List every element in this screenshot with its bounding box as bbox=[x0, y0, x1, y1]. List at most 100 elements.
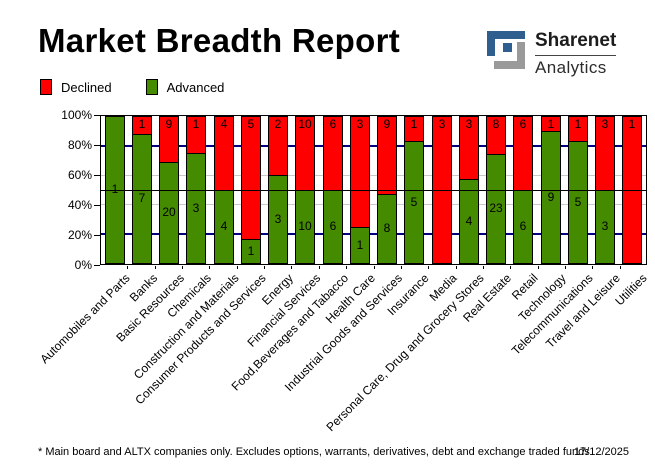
x-axis-tick bbox=[565, 266, 566, 269]
declined-count-label: 9 bbox=[383, 117, 391, 131]
declined-segment bbox=[186, 116, 206, 153]
x-axis-tick bbox=[319, 266, 320, 269]
y-axis-tick bbox=[94, 145, 100, 146]
bar-chemicals bbox=[186, 116, 206, 264]
x-axis-tick bbox=[209, 266, 210, 269]
declined-count-label: 1 bbox=[138, 117, 146, 131]
advanced-count-label: 9 bbox=[547, 190, 555, 204]
advanced-segment bbox=[377, 194, 397, 264]
x-axis-tick bbox=[155, 266, 156, 269]
sharenet-logo-icon bbox=[487, 31, 525, 69]
x-axis-tick bbox=[237, 266, 238, 269]
declined-segment bbox=[295, 116, 315, 190]
declined-count-label: 3 bbox=[356, 117, 364, 131]
y-axis-label: 20% bbox=[67, 228, 92, 242]
declined-segment bbox=[568, 116, 588, 141]
y-axis-label: 40% bbox=[67, 198, 92, 212]
advanced-segment bbox=[241, 239, 261, 264]
y-axis-label: 60% bbox=[67, 168, 92, 182]
advanced-count-label: 5 bbox=[410, 195, 418, 209]
declined-count-label: 2 bbox=[274, 117, 282, 131]
advanced-count-label: 1 bbox=[356, 238, 364, 252]
declined-count-label: 4 bbox=[220, 117, 228, 131]
y-axis-label: 100% bbox=[61, 108, 92, 122]
footnote: * Main board and ALTX companies only. Ex… bbox=[38, 446, 590, 458]
gridline-60 bbox=[101, 175, 646, 176]
x-axis-tick bbox=[264, 266, 265, 269]
declined-count-label: 1 bbox=[547, 117, 555, 131]
legend-advanced-swatch bbox=[145, 79, 158, 95]
advanced-count-label: 5 bbox=[574, 195, 582, 209]
declined-count-label: 6 bbox=[519, 117, 527, 131]
x-axis-tick bbox=[127, 266, 128, 269]
bar-travel-and-leisure bbox=[595, 116, 615, 264]
declined-segment bbox=[350, 116, 370, 227]
bar-consumer-products-and-services bbox=[241, 116, 261, 264]
advanced-count-label: 23 bbox=[489, 201, 503, 215]
x-axis-tick bbox=[483, 266, 484, 269]
y-axis-tick bbox=[94, 265, 100, 266]
bar-banks bbox=[132, 116, 152, 264]
declined-count-label: 9 bbox=[165, 117, 173, 131]
declined-segment bbox=[241, 116, 261, 239]
plot-area: 1 1 7 9 20 1 3 4 4 5 1 2 3 10 10 6 6 3 1 9 8 1 5 3 3 4 8 23 6 6 1 9 1 5 3 3… bbox=[100, 115, 647, 265]
advanced-segment bbox=[268, 175, 288, 264]
declined-count-label: 1 bbox=[192, 117, 200, 131]
declined-count-label: 6 bbox=[329, 117, 337, 131]
advanced-segment bbox=[459, 179, 479, 264]
bar-insurance bbox=[404, 116, 424, 264]
x-axis-tick bbox=[182, 266, 183, 269]
x-axis-tick bbox=[428, 266, 429, 269]
declined-segment bbox=[132, 116, 152, 134]
declined-count-label: 1 bbox=[410, 117, 418, 131]
x-axis-tick bbox=[510, 266, 511, 269]
advanced-count-label: 20 bbox=[162, 205, 176, 219]
advanced-count-label: 1 bbox=[247, 244, 255, 258]
bar-food-beverages-and-tabacco bbox=[323, 116, 343, 264]
x-axis-tick bbox=[592, 266, 593, 269]
advanced-segment bbox=[132, 134, 152, 264]
advanced-count-label: 6 bbox=[329, 219, 337, 233]
declined-segment bbox=[595, 116, 615, 190]
y-axis-tick bbox=[94, 175, 100, 176]
declined-count-label: 1 bbox=[574, 117, 582, 131]
bar-health-care bbox=[350, 116, 370, 264]
bar-basic-resources bbox=[159, 116, 179, 264]
advanced-segment bbox=[159, 162, 179, 264]
bar-technology bbox=[541, 116, 561, 264]
declined-segment bbox=[268, 116, 288, 175]
advanced-segment bbox=[541, 131, 561, 264]
y-axis-label: 80% bbox=[67, 138, 92, 152]
x-axis-tick bbox=[401, 266, 402, 269]
report-date: 17/12/2025 bbox=[573, 446, 629, 458]
declined-segment bbox=[404, 116, 424, 141]
declined-segment bbox=[459, 116, 479, 179]
legend-declined-label: Declined bbox=[61, 79, 112, 95]
advanced-count-label: 4 bbox=[220, 219, 228, 233]
legend-advanced-label: Advanced bbox=[166, 79, 225, 95]
fifty-percent-line bbox=[101, 190, 646, 191]
declined-segment bbox=[159, 116, 179, 162]
gridline-80 bbox=[101, 145, 646, 147]
advanced-count-label: 4 bbox=[465, 214, 473, 228]
advanced-segment bbox=[186, 153, 206, 264]
y-axis-tick bbox=[94, 205, 100, 206]
declined-count-label: 5 bbox=[247, 117, 255, 131]
x-axis-tick bbox=[374, 266, 375, 269]
x-axis-tick bbox=[620, 266, 621, 269]
category-label: Automobiles and Parts bbox=[37, 271, 133, 367]
advanced-count-label: 3 bbox=[601, 219, 609, 233]
logo-sub-text: Analytics bbox=[535, 58, 607, 77]
advanced-segment bbox=[486, 154, 506, 264]
declined-count-label: 3 bbox=[438, 117, 446, 131]
logo-text-block: Sharenet Analytics bbox=[535, 30, 617, 78]
advanced-count-label: 3 bbox=[274, 212, 282, 226]
declined-count-label: 1 bbox=[628, 117, 636, 131]
gridline-40 bbox=[101, 204, 646, 205]
bar-construction-and-materials bbox=[214, 116, 234, 264]
declined-segment bbox=[486, 116, 506, 154]
x-axis-tick bbox=[291, 266, 292, 269]
logo-brand-text: Sharenet bbox=[535, 30, 617, 56]
x-axis-tick bbox=[346, 266, 347, 269]
declined-count-label: 3 bbox=[465, 117, 473, 131]
